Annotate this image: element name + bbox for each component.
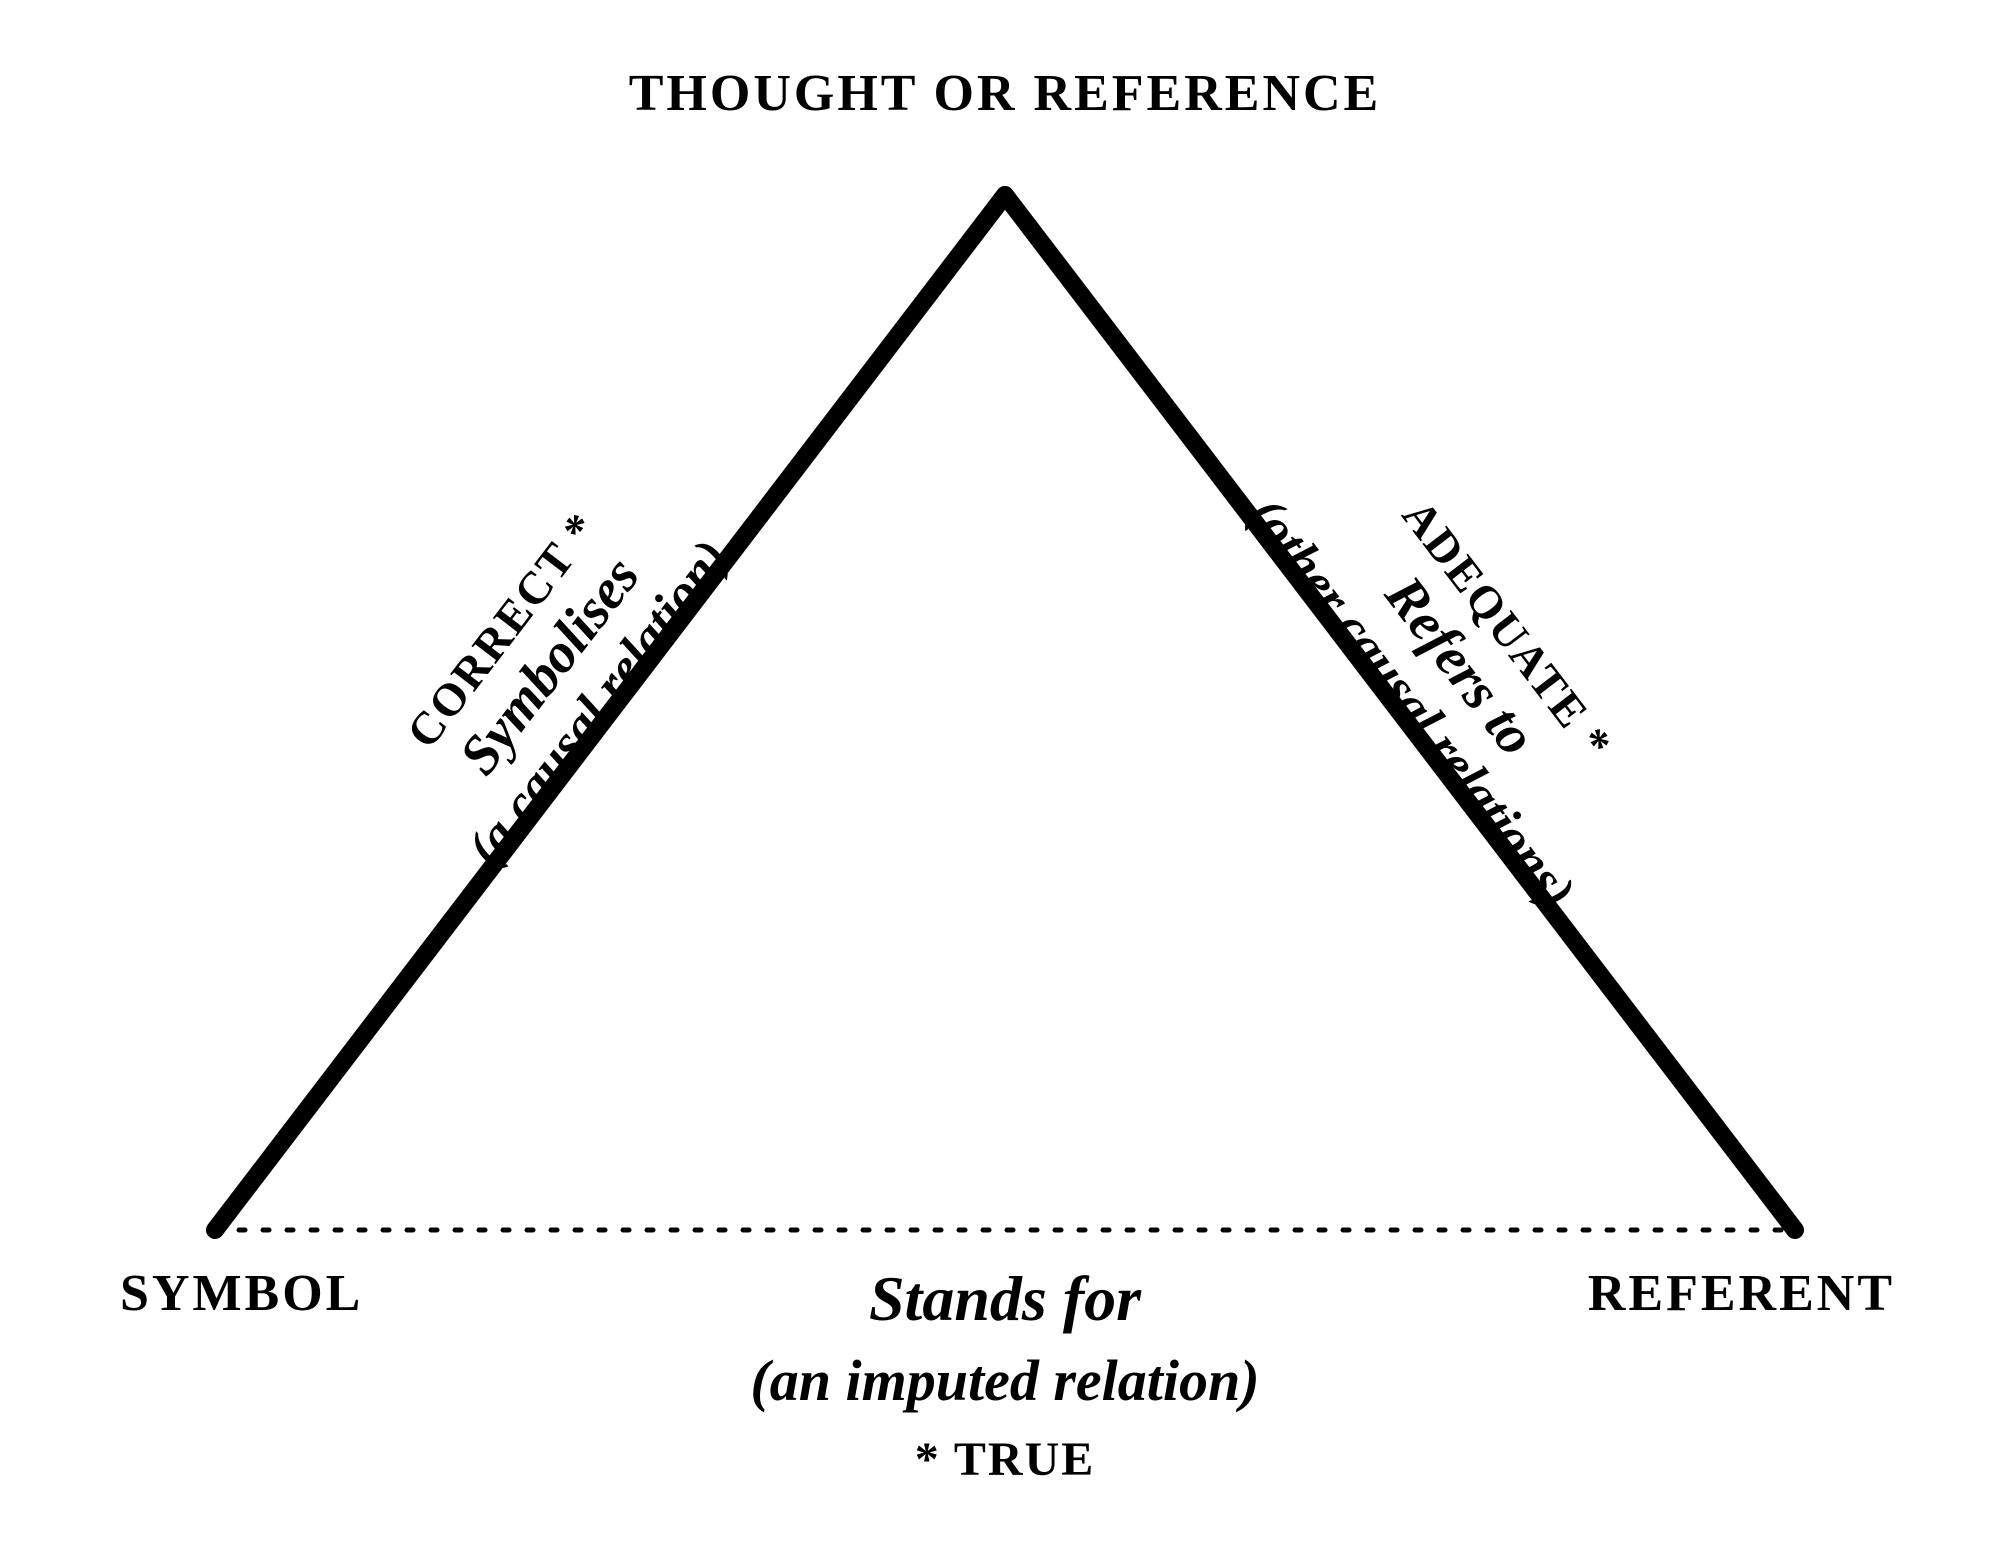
- right-edge-label-group: ADEQUATE * Refers to (other causal relat…: [1237, 416, 1680, 919]
- vertex-label-left: SYMBOL: [120, 1265, 363, 1322]
- vertex-label-top: THOUGHT OR REFERENCE: [629, 65, 1381, 122]
- bottom-edge-paren: (an imputed relation): [750, 1348, 1259, 1413]
- semiotic-triangle-diagram: THOUGHT OR REFERENCE SYMBOL REFERENT COR…: [0, 0, 1995, 1563]
- vertex-label-right: REFERENT: [1588, 1265, 1895, 1322]
- bottom-edge-italic: Stands for: [869, 1263, 1142, 1334]
- bottom-edge-caps: * TRUE: [915, 1433, 1096, 1486]
- left-edge-label-group: CORRECT * Symbolises (a causal relation): [363, 458, 741, 876]
